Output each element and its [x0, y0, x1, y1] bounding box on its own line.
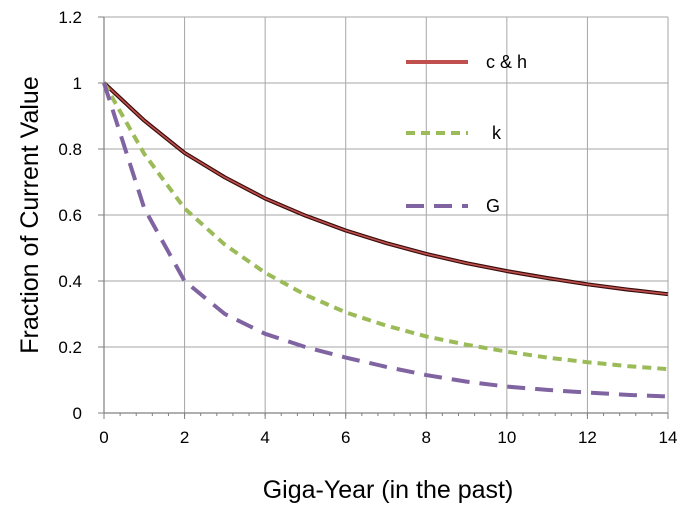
series-line-G — [102, 82, 669, 399]
legend-label: c & h — [486, 52, 527, 72]
legend-label: G — [486, 196, 500, 216]
legend: c & h k G — [406, 52, 527, 216]
x-tick-label: 0 — [99, 428, 108, 447]
x-tick-label: 14 — [659, 428, 678, 447]
series-lines — [102, 81, 669, 399]
y-tick-label: 0.2 — [58, 338, 82, 357]
x-axis-title: Giga-Year (in the past) — [263, 476, 514, 504]
y-tick-label: 0 — [73, 404, 82, 423]
legend-label: k — [492, 123, 502, 143]
y-tick-label: 0.6 — [58, 206, 82, 225]
axes: 0 2 4 6 8 10 12 14 0 0.2 0.4 0.6 0.8 1 1.2 — [58, 8, 677, 447]
x-tick-label: 8 — [422, 428, 431, 447]
grid — [104, 16, 669, 413]
y-tick-label: 0.4 — [58, 272, 82, 291]
series-line-k — [102, 82, 669, 372]
x-tick-label: 10 — [497, 428, 516, 447]
y-tick-label: 1 — [73, 74, 82, 93]
x-tick-label: 4 — [260, 428, 269, 447]
y-axis-title: Fraction of Current Value — [16, 76, 44, 353]
series-line-c-h — [103, 82, 669, 295]
x-tick-label: 6 — [341, 428, 350, 447]
x-tick-label: 12 — [578, 428, 597, 447]
y-tick-label: 0.8 — [58, 140, 82, 159]
x-tick-label: 2 — [180, 428, 189, 447]
y-tick-label: 1.2 — [58, 8, 82, 27]
series-line-shadow — [102, 81, 669, 297]
